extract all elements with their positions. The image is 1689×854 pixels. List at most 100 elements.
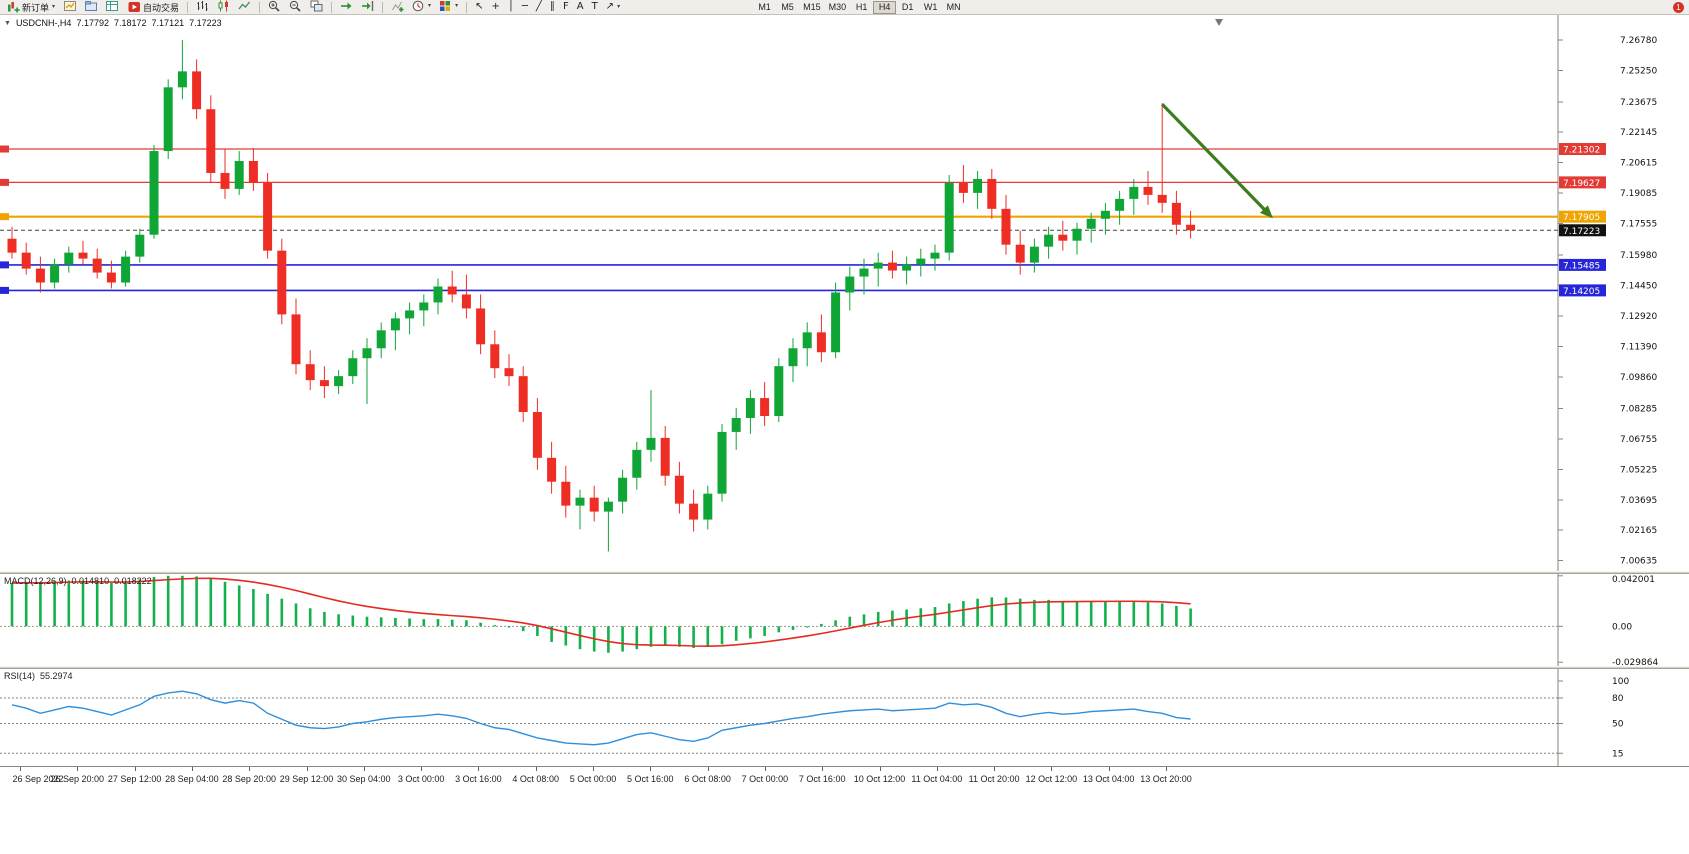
price-chart-panel[interactable]: ▼ USDCNH-,H4 7.17792 7.18172 7.17121 7.1… — [0, 15, 1689, 571]
timeframe-mn-button[interactable]: MN — [942, 1, 965, 14]
timeframe-m1-button[interactable]: M1 — [753, 1, 776, 14]
toolbar-separator — [331, 1, 333, 13]
price-scale-label: 7.12920 — [1620, 312, 1657, 322]
zoom-in-button[interactable] — [264, 0, 285, 13]
vertical-line-tool-icon: │ — [507, 1, 514, 12]
vertical-line-tool-button[interactable]: │ — [504, 1, 518, 14]
candlesticks[interactable] — [7, 39, 1196, 552]
price-line-scale-box — [1559, 224, 1606, 237]
price-scale[interactable]: 7.26780 7.25250 7.23675 7.22145 7.20615 7.190… — [1558, 36, 1657, 567]
price-scale-label: 7.14450 — [1620, 282, 1657, 292]
price-scale-label: 7.06755 — [1620, 435, 1657, 445]
quote-close: 7.17223 — [189, 18, 222, 28]
time-tick — [20, 767, 21, 771]
zoom-in-icon — [268, 0, 281, 12]
macd-scale-label: -0.029864 — [1612, 658, 1658, 666]
time-axis[interactable]: 26 Sep 2022 26 Sep 20:00 27 Sep 12:00 28 Se… — [0, 766, 1689, 790]
templates-icon — [439, 0, 452, 12]
horizontal-line-tool-button[interactable]: ─ — [518, 1, 532, 14]
timeframe-m15-button[interactable]: M15 — [799, 1, 825, 14]
crosshair-tool-button[interactable]: + — [487, 1, 503, 14]
time-tick — [191, 767, 193, 771]
macd-signal-line — [11, 577, 1191, 647]
price-scale-label: 7.05225 — [1620, 465, 1657, 475]
rsi-scale-label: 50 — [1612, 720, 1624, 730]
time-tick — [363, 767, 365, 771]
periods-button[interactable]: ▾ — [408, 0, 435, 13]
time-label: 10 Oct 12:00 — [853, 774, 906, 784]
time-tick — [134, 767, 136, 771]
autotrading-button[interactable]: 自动交易 — [124, 1, 183, 14]
macd-plot[interactable]: 0.042001 0.00 -0.029864 — [0, 574, 1689, 666]
time-tick — [764, 767, 766, 771]
new-chart-button[interactable] — [60, 0, 81, 13]
price-plot[interactable]: 7.26780 7.25250 7.23675 7.22145 7.20615 7.190… — [0, 15, 1689, 571]
time-label: 5 Oct 16:00 — [627, 774, 674, 784]
panel-divider[interactable] — [0, 571, 1689, 574]
price-scale-label: 7.22145 — [1620, 128, 1657, 138]
panel-divider[interactable] — [0, 666, 1689, 669]
cursor-tool-button[interactable]: ↖ — [471, 1, 487, 14]
trendline-tool-icon: ╱ — [535, 1, 542, 12]
timeframe-h4-button[interactable]: H4 — [873, 0, 897, 14]
chevron-down-icon: ▾ — [52, 4, 56, 10]
price-scale-label: 7.17555 — [1620, 220, 1657, 230]
timeframe-w1-button[interactable]: W1 — [919, 1, 942, 14]
line-left-marker — [0, 286, 9, 294]
rsi-panel[interactable]: RSI(14) 55.2974 100 80 50 15 — [0, 669, 1689, 766]
price-scale-label: 7.08285 — [1620, 404, 1657, 414]
crosshair-tool-icon: + — [491, 1, 500, 12]
timeframe-h1-button[interactable]: H1 — [850, 1, 873, 14]
timeframe-group: M1 M5 M15 M30 H1 H4 D1 W1 MN — [753, 0, 965, 14]
time-tick — [1108, 767, 1110, 771]
time-label: 7 Oct 00:00 — [741, 774, 789, 784]
bar-chart-button[interactable] — [192, 0, 213, 13]
new-chart-icon — [64, 0, 77, 12]
time-label: 4 Oct 08:00 — [512, 774, 559, 784]
channel-tool-button[interactable]: ∥ — [546, 1, 559, 14]
data-window-button[interactable] — [102, 0, 123, 13]
time-tick — [593, 767, 594, 771]
time-label: 12 Oct 12:00 — [1025, 774, 1078, 784]
fibonacci-tool-button[interactable]: F — [559, 1, 573, 14]
price-scale-label: 7.23675 — [1620, 98, 1657, 108]
timeframe-d1-button[interactable]: D1 — [896, 1, 919, 14]
auto-scroll-button[interactable] — [336, 0, 357, 13]
rsi-label: RSI(14) 55.2974 — [4, 671, 73, 681]
time-tick — [478, 767, 480, 771]
zoom-out-button[interactable] — [285, 0, 306, 13]
one-click-trading-toggle-icon[interactable]: ▼ — [4, 19, 11, 27]
profiles-button[interactable] — [81, 0, 102, 13]
templates-button[interactable]: ▾ — [435, 0, 462, 13]
time-label: 7 Oct 16:00 — [798, 774, 846, 784]
horizontal-lines[interactable] — [0, 145, 1558, 294]
timeframe-m5-button[interactable]: M5 — [776, 1, 799, 14]
label-tool-button[interactable]: T — [588, 1, 602, 14]
macd-histogram — [10, 575, 1192, 653]
line-left-marker — [0, 261, 9, 269]
new-order-button[interactable]: 新订单 ▾ — [3, 1, 59, 14]
macd-panel[interactable]: MACD(12,26,9) 0.014810 0.018222 0.042001… — [0, 574, 1689, 666]
rsi-plot[interactable]: 100 80 50 15 — [0, 669, 1689, 766]
time-label: 11 Oct 20:00 — [968, 774, 1020, 784]
candlestick-button[interactable] — [213, 0, 234, 13]
rsi-scale-label: 100 — [1612, 677, 1629, 687]
macd-signal-value: 0.018222 — [114, 576, 152, 586]
text-tool-button[interactable]: A — [573, 1, 588, 14]
timeframe-m30-button[interactable]: M30 — [825, 1, 851, 14]
time-tick — [1051, 767, 1053, 771]
line-chart-button[interactable] — [234, 0, 255, 13]
price-scale-label: 7.19085 — [1620, 189, 1657, 199]
chart-shift-button[interactable] — [357, 0, 378, 13]
trend-arrow[interactable] — [1161, 103, 1268, 214]
tile-windows-button[interactable] — [306, 0, 327, 13]
price-scale-label: 7.11390 — [1620, 342, 1657, 352]
arrows-tool-button[interactable]: ↗ ▾ — [602, 1, 624, 14]
time-label: 3 Oct 16:00 — [455, 774, 502, 784]
trendline-tool-button[interactable]: ╱ — [532, 1, 546, 14]
chart-shift-marker[interactable] — [1215, 19, 1223, 26]
time-tick — [249, 767, 251, 771]
indicators-button[interactable] — [387, 0, 408, 13]
notification-badge[interactable]: 1 — [1673, 1, 1684, 13]
